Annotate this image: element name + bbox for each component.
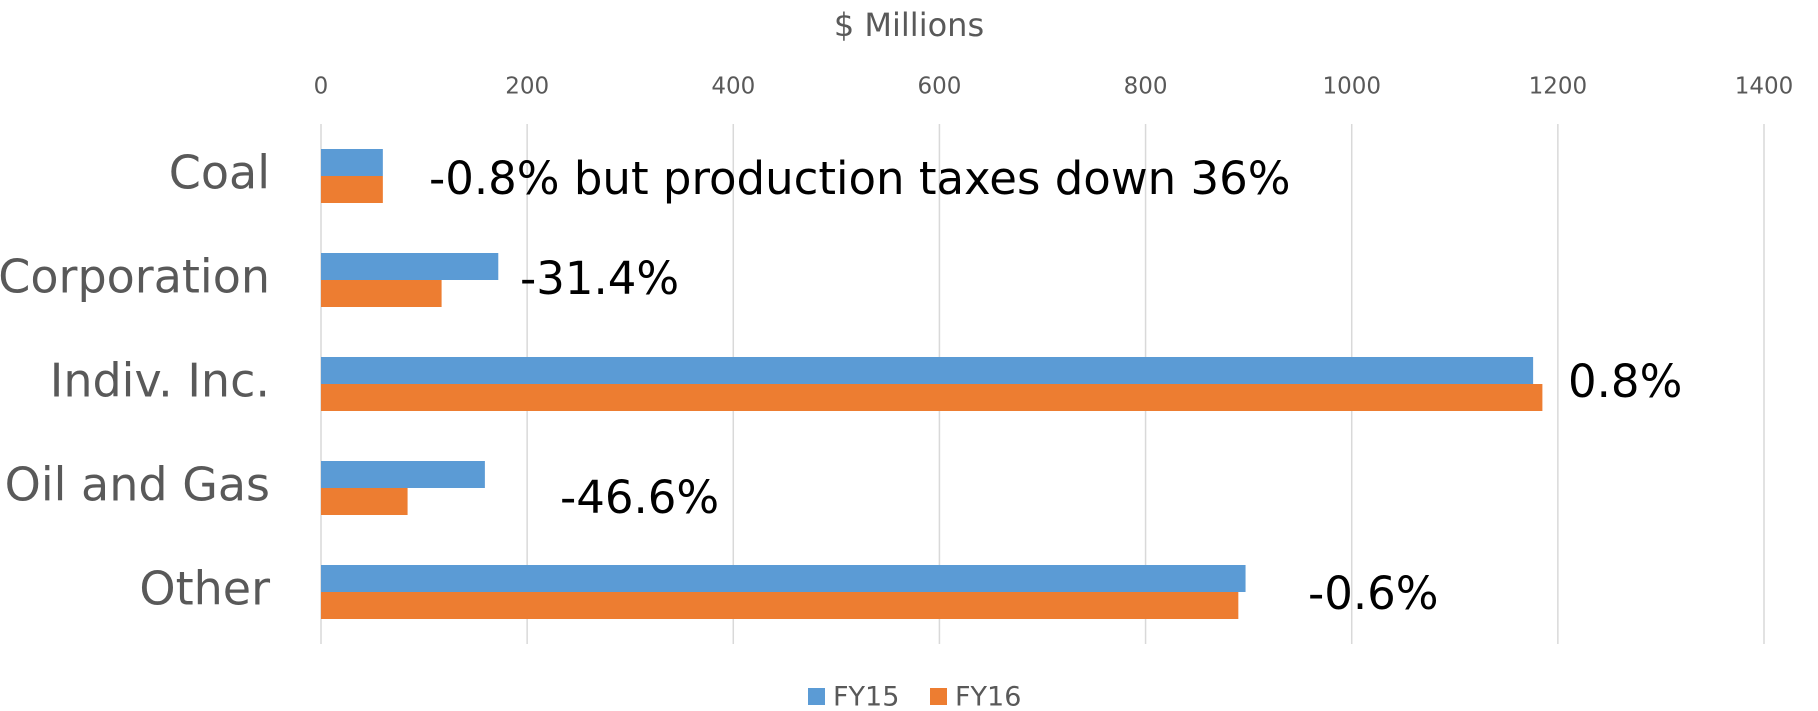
bar — [321, 357, 1534, 384]
y-tick-label: Coal — [169, 146, 270, 200]
legend-label: FY16 — [955, 682, 1021, 711]
annotation: -46.6% — [560, 471, 719, 524]
bar — [321, 176, 383, 203]
y-tick-label: Oil and Gas — [5, 458, 270, 512]
x-tick-label: 1400 — [1735, 74, 1794, 100]
bar — [321, 149, 383, 176]
annotation: -0.8% but production taxes down 36% — [429, 152, 1290, 205]
bar — [321, 592, 1239, 619]
axis-title: $ Millions — [834, 6, 984, 44]
x-tick-label: 600 — [917, 74, 961, 100]
x-tick-label: 400 — [711, 74, 755, 100]
x-tick-label: 0 — [314, 74, 329, 100]
legend-swatch — [808, 688, 825, 705]
annotation: -31.4% — [520, 252, 679, 305]
annotation: 0.8% — [1568, 355, 1682, 408]
bar — [321, 565, 1246, 592]
legend-label: FY15 — [833, 682, 899, 711]
x-tick-label: 800 — [1124, 74, 1168, 100]
legend-swatch — [930, 688, 947, 705]
annotation: -0.6% — [1308, 567, 1439, 620]
y-tick-label: Corporation — [0, 250, 270, 304]
bar — [321, 253, 499, 280]
x-tick-label: 200 — [505, 74, 549, 100]
y-tick-label: Other — [139, 562, 270, 616]
bar — [321, 280, 442, 307]
y-tick-label: Indiv. Inc. — [50, 354, 270, 408]
bar — [321, 384, 1543, 411]
bar — [321, 488, 408, 515]
x-tick-label: 1200 — [1529, 74, 1588, 100]
bar — [321, 461, 485, 488]
x-tick-label: 1000 — [1322, 74, 1381, 100]
